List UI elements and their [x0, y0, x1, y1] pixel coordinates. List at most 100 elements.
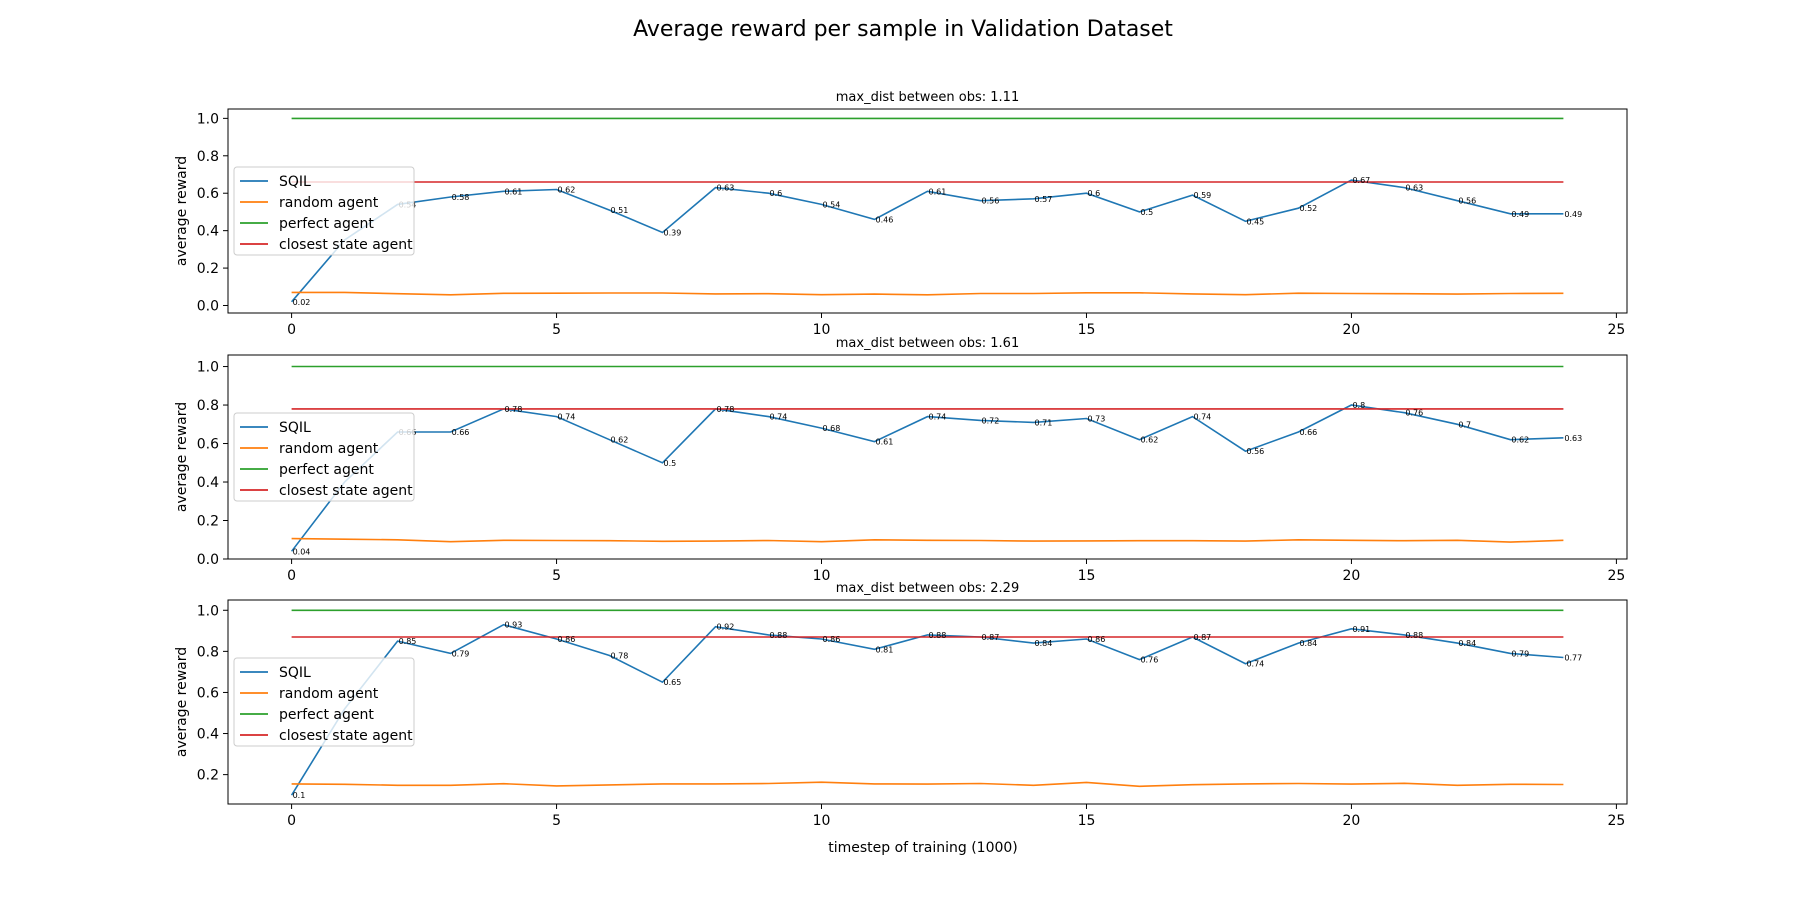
data-label: 0.74	[1246, 660, 1264, 669]
data-label: 0.8	[1352, 401, 1365, 410]
series-line-random-agent	[291, 537, 1564, 543]
data-label: 0.54	[823, 200, 841, 209]
x-tick-label: 20	[1343, 322, 1361, 338]
legend-entry: random agent	[279, 195, 379, 211]
data-label: 0.49	[1511, 210, 1529, 219]
axes-frame	[227, 599, 1628, 805]
legend-entry: SQIL	[279, 420, 311, 436]
y-tick-label: 1.0	[197, 360, 219, 376]
data-label: 0.65	[664, 678, 682, 687]
data-label: 0.86	[558, 635, 576, 644]
x-tick-label: 0	[287, 322, 296, 338]
data-label: 0.74	[1193, 413, 1211, 422]
legend-entry: perfect agent	[279, 707, 374, 723]
data-label: 0.84	[1458, 639, 1476, 648]
y-tick-label: 0.8	[197, 398, 219, 414]
legend-entry: perfect agent	[279, 462, 374, 478]
legend-entry: closest state agent	[279, 237, 413, 253]
data-label: 0.79	[1511, 649, 1529, 658]
data-label: 0.51	[611, 206, 629, 215]
x-tick-label: 10	[813, 813, 831, 829]
y-tick-label: 0.2	[197, 261, 219, 277]
data-label: 0.79	[452, 649, 470, 658]
data-label: 0.86	[823, 635, 841, 644]
data-label: 0.86	[1087, 635, 1105, 644]
data-label: 0.66	[452, 428, 470, 437]
y-tick-label: 0.6	[197, 186, 219, 202]
y-tick-label: 0.4	[197, 224, 219, 240]
x-tick-label: 10	[813, 322, 831, 338]
x-tick-label: 20	[1343, 813, 1361, 829]
y-axis-label: average reward	[174, 647, 190, 757]
x-tick-label: 0	[287, 568, 296, 584]
y-tick-label: 0.0	[197, 299, 219, 315]
data-label: 0.62	[1511, 436, 1529, 445]
subplot-2: max_dist between obs: 1.61 average reward…	[174, 336, 1628, 584]
data-label: 0.81	[876, 645, 894, 654]
data-label: 0.04	[293, 547, 311, 556]
data-label: 0.58	[452, 193, 470, 202]
y-tick-label: 0.6	[197, 685, 219, 701]
series-line-sqil	[290, 179, 1564, 303]
x-tick-label: 20	[1343, 568, 1361, 584]
data-label: 0.88	[770, 631, 788, 640]
x-tick-label: 15	[1078, 813, 1096, 829]
data-label: 0.45	[1246, 217, 1264, 226]
x-tick-label: 25	[1607, 813, 1625, 829]
y-tick-label: 0.0	[197, 552, 219, 568]
data-label: 0.5	[1140, 208, 1153, 217]
series-line-sqil	[290, 623, 1564, 796]
series-line-sqil	[290, 404, 1564, 552]
legend-box	[233, 657, 415, 747]
data-label: 0.77	[1564, 654, 1582, 663]
x-axis-label: timestep of training (1000)	[828, 840, 1018, 856]
data-label: 0.61	[929, 187, 947, 196]
y-axis-label: average reward	[174, 402, 190, 512]
legend-entry: SQIL	[279, 174, 311, 190]
data-label: 0.56	[1458, 197, 1476, 206]
x-tick-label: 10	[813, 568, 831, 584]
data-label: 0.5	[664, 459, 677, 468]
data-label: 0.66	[1299, 428, 1317, 437]
legend-entry: SQIL	[279, 665, 311, 681]
data-label: 0.61	[876, 438, 894, 447]
data-label: 0.71	[1034, 418, 1052, 427]
legend-entry: closest state agent	[279, 728, 413, 744]
legend-entry: random agent	[279, 686, 379, 702]
data-label: 0.76	[1140, 656, 1158, 665]
subplot-1: max_dist between obs: 1.11 average reward…	[174, 90, 1628, 338]
data-label: 0.52	[1299, 204, 1317, 213]
data-label: 0.57	[1034, 195, 1052, 204]
data-label: 0.88	[929, 631, 947, 640]
data-label: 0.62	[1140, 436, 1158, 445]
data-label: 0.49	[1564, 210, 1582, 219]
data-label: 0.1	[293, 791, 306, 800]
data-label: 0.78	[611, 651, 629, 660]
data-label: 0.63	[1564, 434, 1582, 443]
data-label: 0.78	[505, 405, 523, 414]
y-tick-label: 0.4	[197, 727, 219, 743]
data-label: 0.6	[1087, 189, 1100, 198]
y-tick-label: 0.8	[197, 644, 219, 660]
y-tick-label: 0.4	[197, 475, 219, 491]
data-label: 0.68	[823, 424, 841, 433]
data-label: 0.39	[664, 229, 682, 238]
data-label: 0.56	[981, 197, 999, 206]
series-line-random-agent	[291, 291, 1564, 296]
x-tick-label: 5	[552, 813, 561, 829]
data-label: 0.76	[1405, 409, 1423, 418]
legend-entry: random agent	[279, 441, 379, 457]
subplot-title: max_dist between obs: 2.29	[836, 581, 1019, 596]
data-label: 0.62	[558, 185, 576, 194]
x-tick-label: 15	[1078, 568, 1096, 584]
data-label: 0.72	[981, 416, 999, 425]
y-tick-label: 0.2	[197, 768, 219, 784]
data-label: 0.56	[1246, 447, 1264, 456]
legend-entry: perfect agent	[279, 216, 374, 232]
data-label: 0.91	[1352, 625, 1370, 634]
data-label: 0.93	[505, 621, 523, 630]
data-label: 0.84	[1299, 639, 1317, 648]
x-tick-label: 15	[1078, 322, 1096, 338]
